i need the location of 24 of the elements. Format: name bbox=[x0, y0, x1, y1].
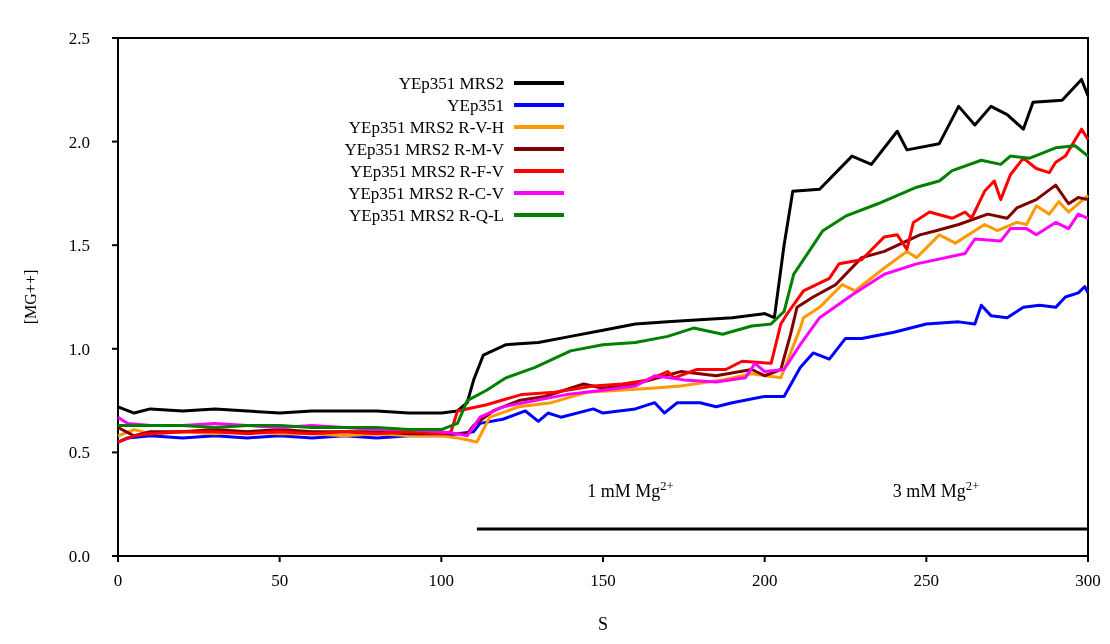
y-axis-title: [MG++] bbox=[22, 269, 39, 325]
y-tick-label: 0.0 bbox=[68, 546, 90, 566]
x-tick-label: 150 bbox=[590, 571, 616, 590]
legend-label: YEp351 MRS2 R-F-V bbox=[350, 162, 505, 181]
y-tick-label: 0.5 bbox=[68, 443, 90, 463]
y-tick-label: 2.0 bbox=[68, 132, 90, 152]
y-tick-label: 1.0 bbox=[68, 339, 90, 359]
legend-label: YEp351 MRS2 R-Q-L bbox=[349, 206, 504, 225]
legend-label: YEp351 MRS2 bbox=[398, 74, 504, 93]
legend-label: YEp351 MRS2 R-V-H bbox=[348, 118, 504, 137]
annotation: 1 mM Mg$^{2+}$ bbox=[587, 479, 674, 502]
y-tick-label: 1.5 bbox=[68, 236, 90, 256]
x-tick-label: 50 bbox=[271, 571, 289, 590]
x-axis-title: S bbox=[597, 614, 609, 634]
x-tick-label: 0 bbox=[113, 571, 123, 590]
y-tick-label: 2.5 bbox=[68, 28, 90, 48]
x-tick-label: 200 bbox=[751, 571, 778, 590]
x-tick-label: 100 bbox=[428, 571, 455, 590]
legend-label: YEp351 MRS2 R-C-V bbox=[348, 184, 505, 203]
x-tick-label: 250 bbox=[913, 571, 940, 590]
x-tick-label: 300 bbox=[1075, 571, 1101, 590]
legend-label: YEp351 bbox=[447, 96, 504, 115]
legend-label: YEp351 MRS2 R-M-V bbox=[344, 140, 505, 159]
annotation: 3 mM Mg$^{2+}$ bbox=[892, 479, 980, 502]
